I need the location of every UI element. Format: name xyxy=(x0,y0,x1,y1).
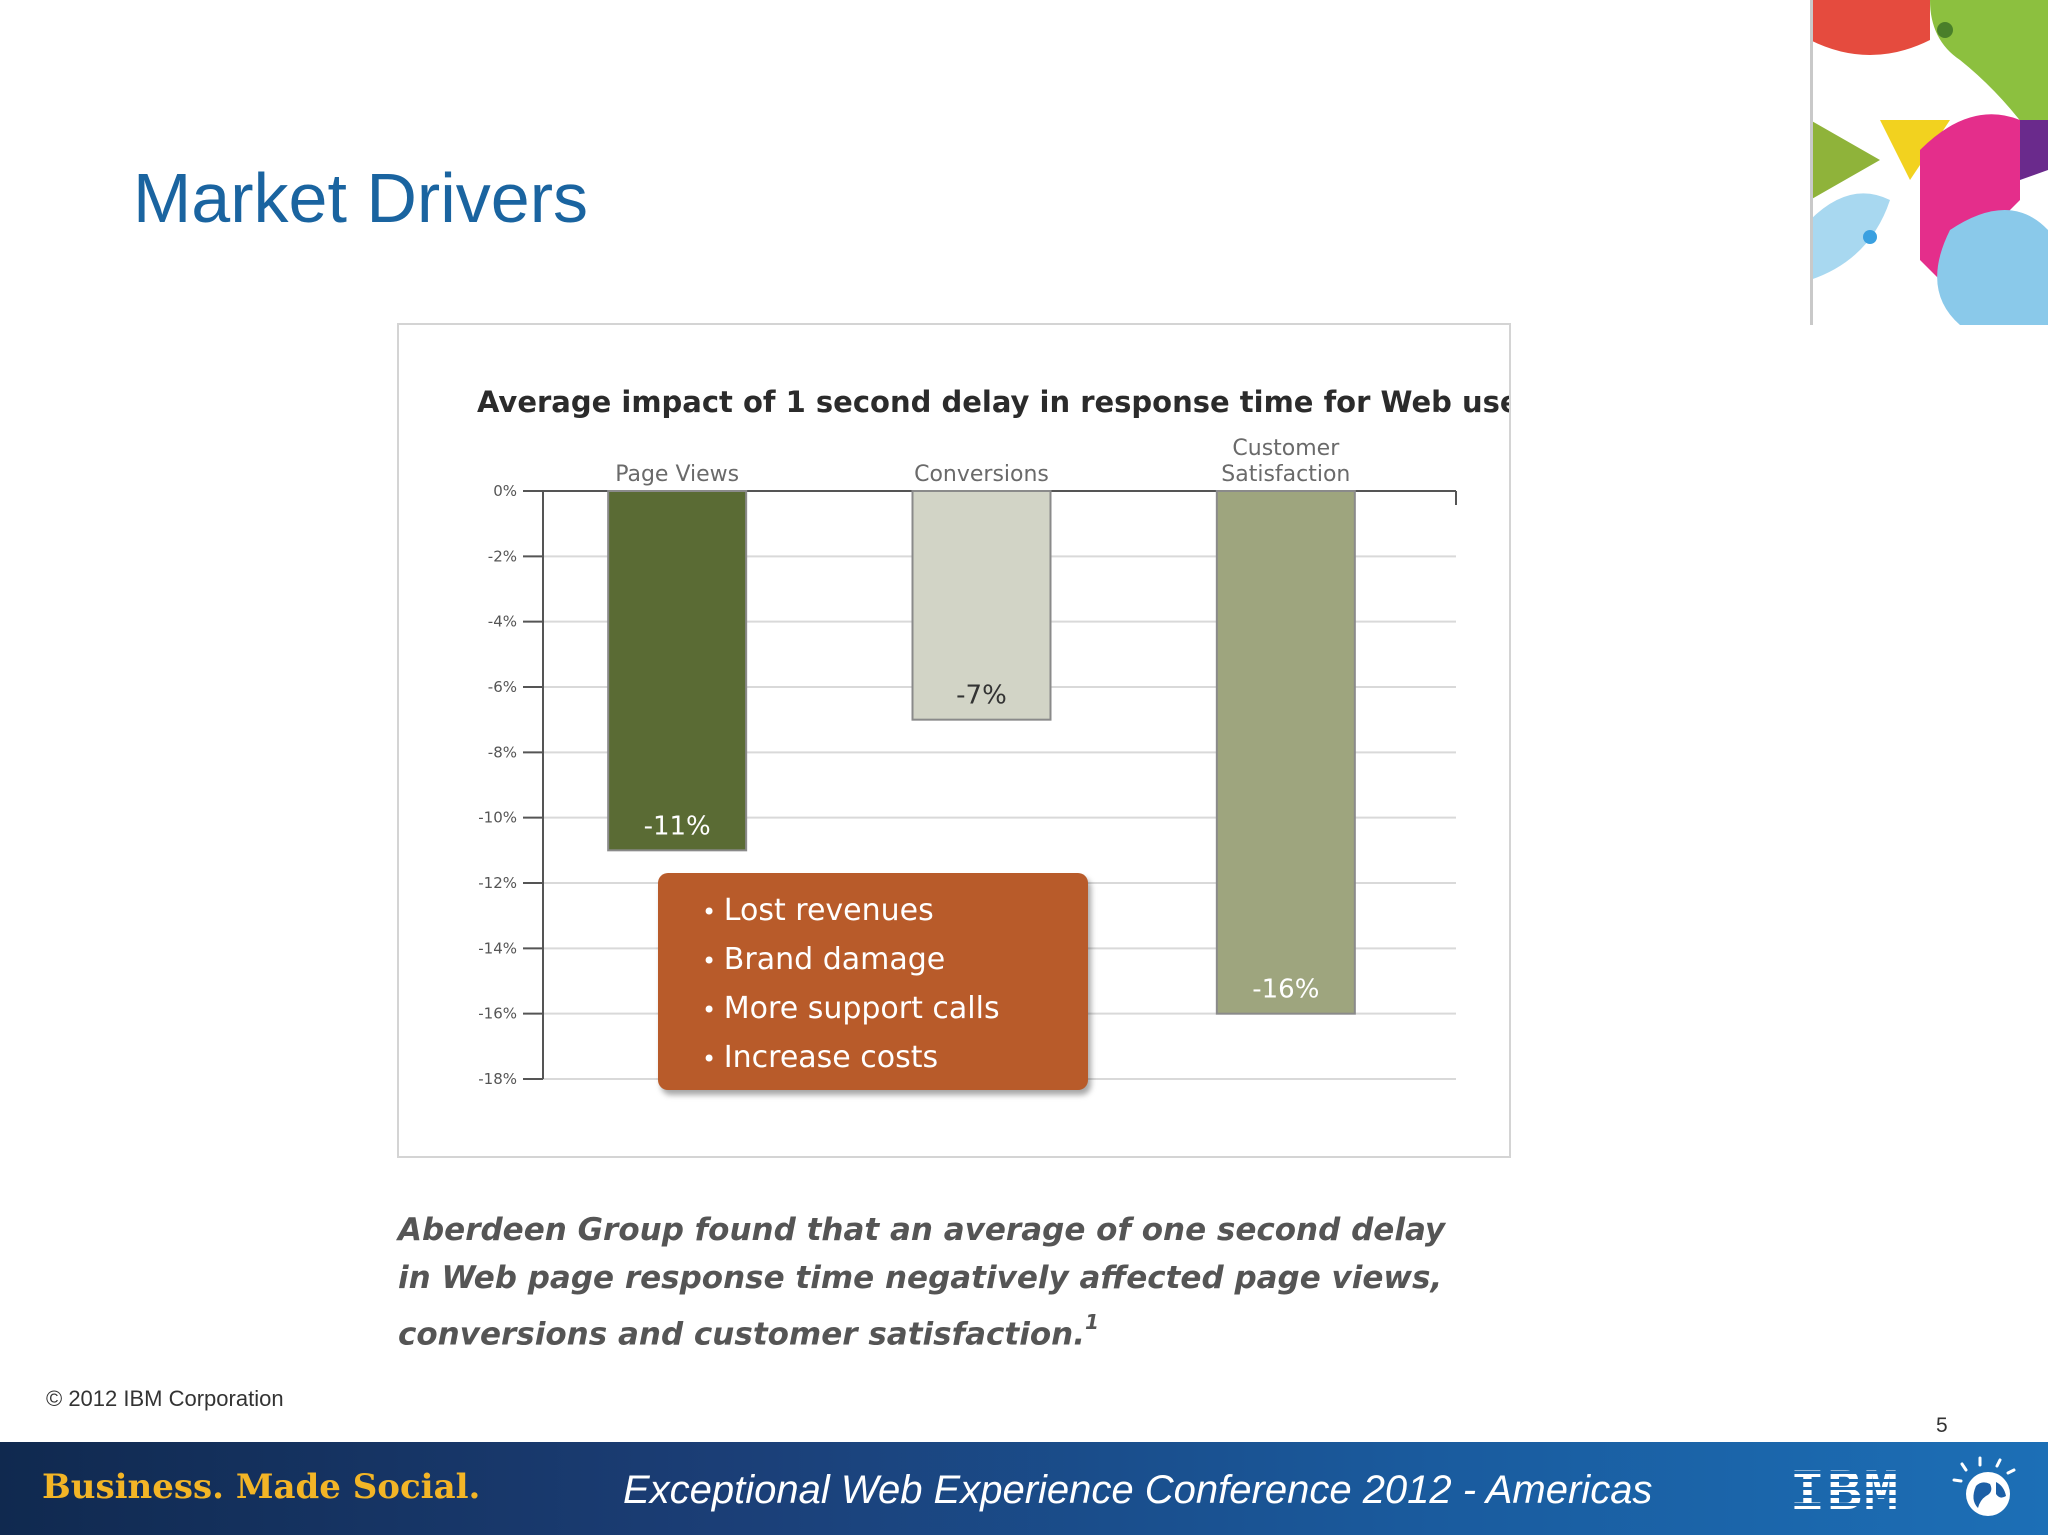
y-tick-label: -12% xyxy=(478,874,517,892)
bar xyxy=(911,490,1052,721)
chart-frame: Average impact of 1 second delay in resp… xyxy=(397,323,1511,1158)
impact-item: Brand damage xyxy=(702,936,1088,985)
copyright-notice: © 2012 IBM Corporation xyxy=(46,1386,284,1411)
chart-bars xyxy=(607,490,1356,1015)
chart-svg: Average impact of 1 second delay in resp… xyxy=(477,385,1509,1088)
category-label: Conversions xyxy=(914,462,1049,487)
chart-labels: 0% -2% -4% -6% -8% -10% -12% -14% -16% -18% -11% Pa… xyxy=(478,436,1350,1088)
footer-tagline: Business. Made Social. xyxy=(42,1467,481,1507)
y-tick-label: 0% xyxy=(493,482,517,500)
category-label: Page Views xyxy=(615,462,739,487)
bar xyxy=(607,490,748,852)
caption-text: Aberdeen Group found that an average of … xyxy=(398,1212,1446,1353)
y-tick-label: -8% xyxy=(488,743,517,761)
y-tick-label: -2% xyxy=(488,547,517,565)
page-number: 5 xyxy=(1936,1414,1948,1437)
source-caption: Aberdeen Group found that an average of … xyxy=(398,1206,1478,1358)
y-tick-label: -14% xyxy=(478,939,517,957)
bar xyxy=(1215,490,1356,1015)
impact-item: Lost revenues xyxy=(702,887,1088,936)
y-tick-label: -18% xyxy=(478,1070,517,1088)
impact-item: Increase costs xyxy=(702,1034,1088,1083)
y-tick-label: -10% xyxy=(478,809,517,827)
bar-value-label: -11% xyxy=(644,811,711,841)
chart-title: Average impact of 1 second delay in resp… xyxy=(477,385,1509,419)
caption-footnote: 1 xyxy=(1084,1310,1099,1334)
footer-conference-title: Exceptional Web Experience Conference 20… xyxy=(623,1468,1653,1512)
y-tick-label: -4% xyxy=(488,613,517,631)
category-label: Customer xyxy=(1232,436,1340,461)
y-tick-label: -6% xyxy=(488,678,517,696)
slide-title: Market Drivers xyxy=(133,159,589,237)
bar-value-label: -7% xyxy=(956,681,1007,711)
y-tick-label: -16% xyxy=(478,1005,517,1023)
category-label: Satisfaction xyxy=(1221,462,1350,487)
ibm-logo: IBM xyxy=(1790,1462,1901,1527)
impact-list: Lost revenuesBrand damageMore support ca… xyxy=(702,887,1088,1083)
impact-item: More support calls xyxy=(702,985,1088,1034)
bar-value-label: -16% xyxy=(1252,975,1319,1005)
globe-icon xyxy=(1952,1456,2016,1516)
decorative-graphic xyxy=(1810,0,2048,325)
impact-callout: Lost revenuesBrand damageMore support ca… xyxy=(658,873,1088,1090)
footer-bar: Business. Made Social. Exceptional Web E… xyxy=(0,1442,2048,1535)
